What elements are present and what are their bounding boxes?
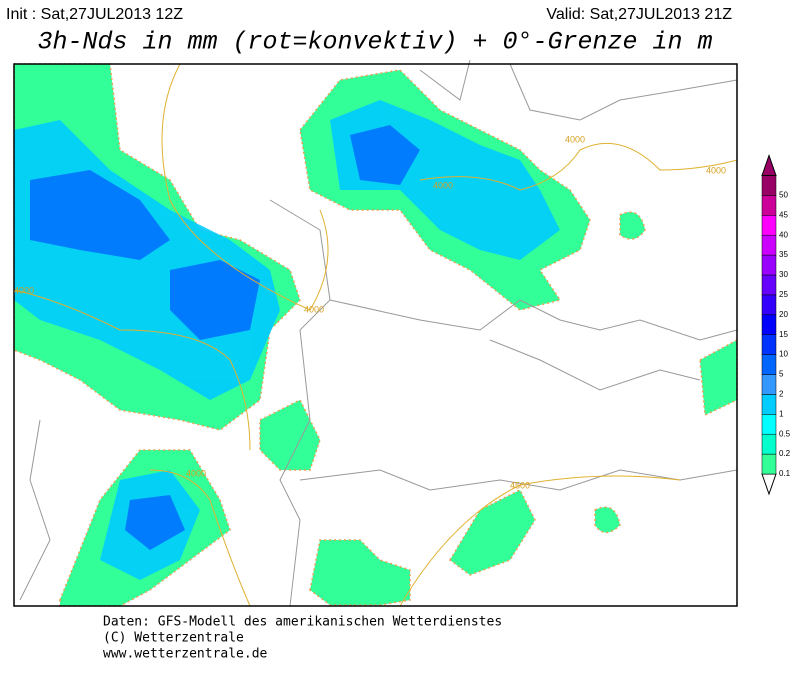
legend-swatch	[761, 414, 777, 435]
legend-swatch	[761, 433, 777, 455]
footer-line: Daten: GFS-Modell des amerikanischen Wet…	[103, 615, 502, 630]
isoline-label: 4000	[14, 285, 34, 295]
isoline-label: 4000	[304, 304, 324, 314]
legend-swatch	[761, 394, 777, 415]
legend-label: 2	[779, 390, 784, 399]
precip-area	[30, 170, 170, 260]
isoline	[419, 142, 738, 191]
precip-area	[350, 125, 420, 185]
valid-time: Valid: Sat,27JUL2013 21Z	[546, 6, 732, 23]
legend-swatch	[761, 195, 777, 216]
legend-swatch	[761, 215, 777, 236]
legend-swatch	[761, 175, 777, 196]
border-line	[269, 199, 331, 607]
legend-swatch	[761, 274, 777, 296]
footer-line: (C) Wetterzentrale	[103, 631, 244, 646]
isoline-label: 4500	[510, 480, 530, 490]
border-line	[489, 339, 701, 391]
isoline-label: 4000	[186, 468, 206, 478]
freezing-level-isolines	[13, 63, 738, 607]
isoline-label: 4000	[433, 180, 453, 190]
isoline	[161, 63, 329, 311]
legend-label: 0.2	[779, 449, 791, 458]
legend-swatch	[761, 334, 777, 355]
map-title: 3h-Nds in mm (rot=konvektiv) + 0°-Grenze…	[37, 28, 712, 57]
isoline-label: 4000	[565, 134, 585, 144]
legend-swatch	[761, 354, 777, 375]
precip-area	[594, 506, 621, 534]
legend-swatch	[761, 453, 777, 475]
legend-swatch	[761, 294, 777, 316]
legend-swatch	[761, 234, 777, 256]
precip-area	[309, 539, 411, 606]
isoline-label: 4000	[706, 165, 726, 175]
legend-label: 25	[779, 290, 788, 299]
legend-label: 50	[779, 191, 788, 200]
legend-label: 0.1	[779, 469, 791, 478]
legend-label: 5	[779, 370, 784, 379]
legend-label: 35	[779, 250, 788, 259]
legend-label: 15	[779, 330, 788, 339]
isoline	[149, 469, 251, 607]
border-line	[419, 59, 738, 121]
border-line	[299, 469, 738, 491]
footer-line: www.wetterzentrale.de	[103, 647, 268, 662]
isoline	[13, 289, 251, 451]
precip-area	[170, 260, 260, 340]
init-time: Init : Sat,27JUL2013 12Z	[6, 6, 183, 23]
legend-top-cap	[761, 153, 777, 176]
legend-label: 1	[779, 409, 784, 418]
isoline	[399, 475, 681, 607]
border-line	[329, 299, 738, 341]
legend-swatch	[761, 374, 777, 395]
precip-area	[125, 495, 185, 550]
precip-heavy	[30, 125, 420, 550]
legend-label: 30	[779, 270, 788, 279]
legend-swatch	[761, 314, 777, 335]
borders	[19, 59, 738, 607]
legend-label: 10	[779, 350, 788, 359]
precip-area	[259, 398, 321, 471]
map-area	[13, 59, 738, 607]
map-frame	[13, 63, 738, 607]
legend-label: 45	[779, 210, 788, 219]
precip-area	[699, 338, 738, 417]
legend-label: 40	[779, 230, 788, 239]
legend-swatch	[761, 254, 777, 276]
legend-label: 0.5	[779, 429, 791, 438]
precip-area	[619, 211, 646, 240]
precip-area	[449, 488, 536, 576]
legend-label: 20	[779, 310, 788, 319]
border-line	[19, 419, 51, 601]
